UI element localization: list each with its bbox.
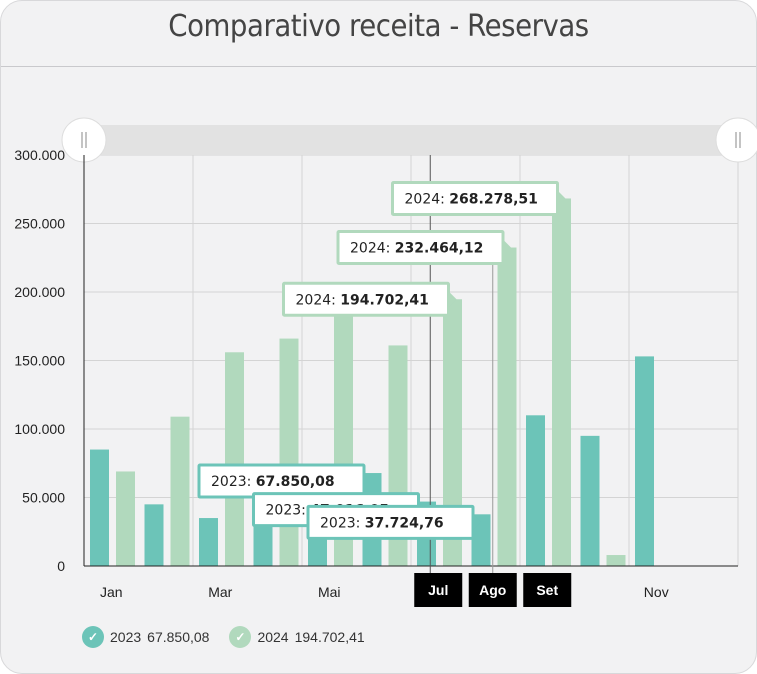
legend-value-2024: 194.702,41	[294, 629, 365, 645]
bar-2023-Fev	[144, 504, 164, 566]
check-icon: ✓	[82, 626, 104, 648]
tooltip-value: 232.464,12	[395, 241, 484, 257]
bar-2023-Out	[580, 435, 600, 566]
legend-item-2024[interactable]: ✓ 2024 194.702,41	[229, 626, 365, 648]
tooltip-value: 194.702,41	[340, 292, 429, 308]
category-flag-Jul	[414, 573, 463, 607]
y-tick-label: 50.000	[22, 490, 65, 506]
tooltip-pointer-icon	[503, 239, 511, 256]
x-tick-label: Mai	[318, 584, 341, 600]
legend-value-2023: 67.850,08	[147, 629, 210, 645]
x-tick-label: Jan	[100, 584, 123, 600]
bar-2024-Jul	[443, 299, 462, 566]
y-tick-label: 200.000	[14, 284, 65, 300]
category-flag-Set	[523, 573, 572, 607]
legend-label-2023: 2023	[110, 629, 142, 645]
x-tick-label: Jul	[428, 582, 448, 598]
tooltip-label: 2023: 37.724,76	[320, 515, 444, 531]
tooltip-value: 37.724,76	[365, 515, 444, 531]
bar-2023-Jan	[90, 449, 109, 566]
range-selector-track	[84, 125, 738, 155]
bar-2024-Abr	[279, 338, 299, 566]
range-handle-right[interactable]	[715, 117, 757, 163]
bar-2024-Ago	[497, 247, 517, 566]
tooltip-pointer-icon	[448, 291, 457, 308]
tooltip-label: 2024: 268.278,51	[405, 191, 538, 207]
tooltip-label: 2023: 67.850,08	[211, 474, 335, 490]
x-tick-label: Ago	[479, 582, 506, 598]
tooltip-pointer-icon	[557, 190, 566, 207]
x-tick-label: Nov	[644, 584, 669, 600]
y-tick-label: 150.000	[14, 353, 65, 369]
tooltip-value: 67.850,08	[256, 474, 335, 490]
bar-2024-Jan	[116, 471, 135, 566]
category-flag-Ago	[468, 573, 517, 607]
bar-2024-Out	[606, 555, 626, 566]
tooltip-label: 2024: 232.464,12	[350, 241, 483, 257]
title-divider	[1, 66, 756, 67]
bar-2023-Nov	[635, 356, 654, 566]
bar-2024-Fev	[170, 416, 190, 566]
chart-title: Comparativo receita - Reservas	[168, 9, 589, 44]
x-tick-label: Set	[536, 582, 558, 598]
check-icon: ✓	[229, 626, 252, 648]
legend-label-2024: 2024	[257, 629, 289, 645]
x-tick-label: Mar	[208, 584, 232, 600]
bar-2023-Abr	[253, 516, 273, 566]
y-tick-label: 0	[57, 558, 65, 574]
bar-2023-Set	[526, 415, 545, 566]
tooltip-pointer-icon	[364, 473, 372, 490]
tooltip-label: 2024: 194.702,41	[296, 292, 429, 308]
y-tick-label: 300.000	[14, 147, 65, 163]
tooltip-value: 268.278,51	[449, 191, 538, 207]
tooltip-pointer-icon	[473, 514, 481, 531]
bar-2024-Set	[552, 198, 571, 566]
legend-item-2023[interactable]: ✓ 2023 67.850,08	[82, 626, 209, 648]
bar-2024-Mar	[225, 352, 244, 566]
bar-2023-Ago	[471, 514, 491, 566]
y-tick-label: 250.000	[14, 216, 65, 232]
legend: ✓ 2023 67.850,08 ✓ 2024 194.702,41	[82, 626, 365, 648]
bar-2023-Mar	[199, 518, 218, 566]
y-tick-label: 100.000	[14, 421, 65, 437]
